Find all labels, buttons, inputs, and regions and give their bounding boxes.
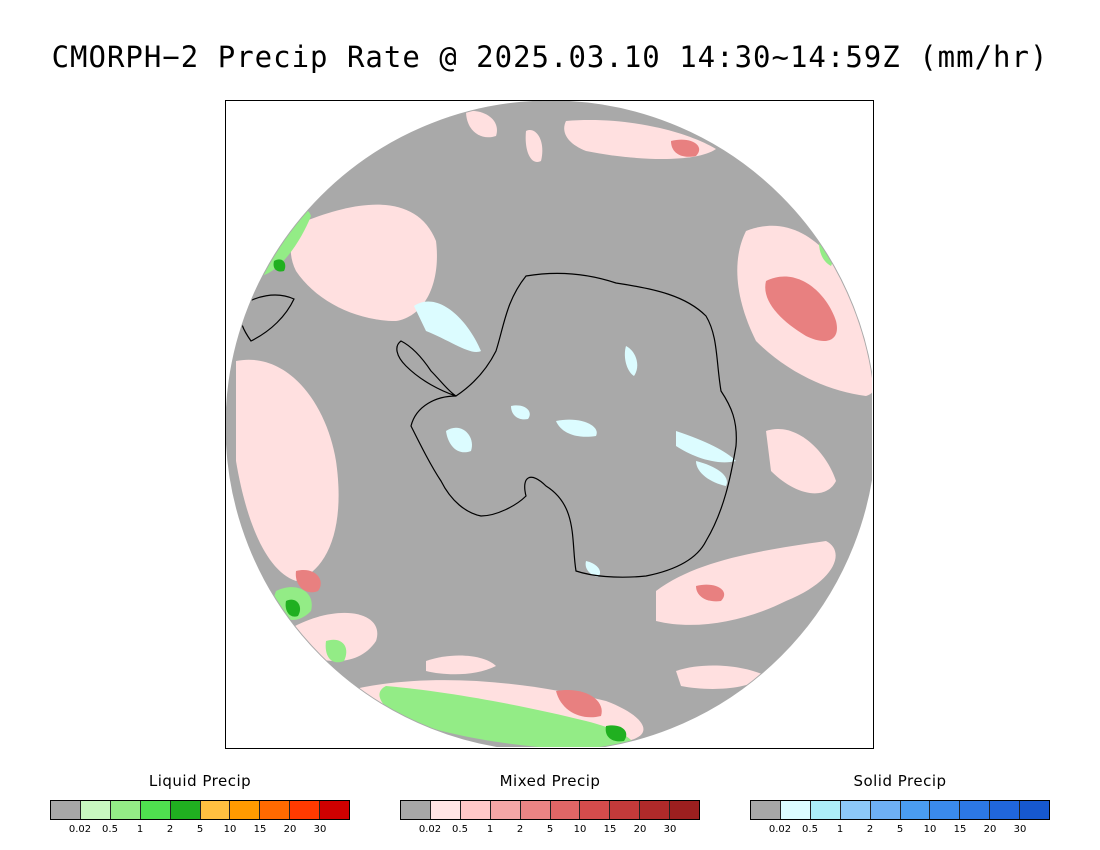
legend-swatch <box>1020 801 1050 819</box>
legend-swatch <box>670 801 700 819</box>
legend-swatch <box>260 801 291 819</box>
legend-tick-label: 0.5 <box>802 824 818 835</box>
legend-swatch <box>610 801 641 819</box>
solid-precip-light <box>414 301 736 577</box>
legend-ticks: 0.02 0.5 1 2 5 10 15 20 30 <box>750 824 1050 838</box>
legend-tick-label: 30 <box>1013 824 1027 835</box>
legend-swatch <box>290 801 321 819</box>
legend-tick-label: 0.02 <box>768 824 792 835</box>
legend-tick-label: 0.02 <box>68 824 92 835</box>
legend-tick-label: 20 <box>983 824 997 835</box>
legend-swatch <box>550 801 581 819</box>
legend-tick-label: 0.02 <box>418 824 442 835</box>
legend-tick-label: 15 <box>603 824 617 835</box>
legend-swatch <box>430 801 461 819</box>
legend-tick-label: 5 <box>896 824 904 835</box>
legend-swatch <box>230 801 261 819</box>
antarctica-coastline <box>410 272 737 578</box>
map-canvas <box>226 101 872 747</box>
legend-swatch <box>460 801 491 819</box>
legend-ticks: 0.02 0.5 1 2 5 10 15 20 30 <box>400 824 700 838</box>
polar-precip-map <box>225 100 874 749</box>
legend-swatch <box>490 801 521 819</box>
antarctic-peninsula-coastline <box>396 340 457 397</box>
legend-tick-label: 1 <box>836 824 844 835</box>
legend-swatch <box>320 801 350 819</box>
legend-colorbar <box>400 800 700 820</box>
precip-field <box>226 101 872 747</box>
legend-swatch <box>810 801 841 819</box>
legend-swatch <box>580 801 611 819</box>
legend-swatch <box>840 801 871 819</box>
legend-colorbar <box>750 800 1050 820</box>
legend-swatch <box>200 801 231 819</box>
solid-precip-legend: Solid Precip 0.02 0.5 1 2 5 10 15 20 30 <box>750 772 1050 842</box>
legend-title: Mixed Precip <box>499 772 601 790</box>
legend-title: Liquid Precip <box>148 772 252 790</box>
legend-tick-label: 10 <box>573 824 587 835</box>
legend-swatch <box>170 801 201 819</box>
legend-tick-label: 2 <box>866 824 874 835</box>
legend-tick-label: 15 <box>253 824 267 835</box>
legend-swatch <box>140 801 171 819</box>
legend-tick-label: 1 <box>136 824 144 835</box>
liquid-precip-heavy <box>273 259 627 742</box>
legend-tick-label: 5 <box>546 824 554 835</box>
legend-swatch <box>960 801 991 819</box>
legend-tick-label: 20 <box>283 824 297 835</box>
legend-swatch <box>780 801 811 819</box>
legend-swatch <box>110 801 141 819</box>
legend-tick-label: 30 <box>313 824 327 835</box>
legend-swatch <box>900 801 931 819</box>
legend-swatch <box>990 801 1021 819</box>
map-title: CMORPH−2 Precip Rate @ 2025.03.10 14:30~… <box>51 40 1049 74</box>
legend-tick-label: 5 <box>196 824 204 835</box>
legend-tick-label: 20 <box>633 824 647 835</box>
legend-tick-label: 2 <box>516 824 524 835</box>
legend-swatch <box>930 801 961 819</box>
legend-swatch <box>51 801 81 819</box>
legend-tick-label: 10 <box>223 824 237 835</box>
mixed-precip-legend: Mixed Precip 0.02 0.5 1 2 5 10 15 20 30 <box>400 772 700 842</box>
legend-swatch <box>520 801 551 819</box>
legend-tick-label: 30 <box>663 824 677 835</box>
legend-swatch <box>751 801 781 819</box>
legend-tick-label: 10 <box>923 824 937 835</box>
legend-colorbar <box>50 800 350 820</box>
liquid-precip-legend: Liquid Precip 0.02 0.5 1 2 5 10 15 20 30 <box>50 772 350 842</box>
legend-swatch <box>640 801 671 819</box>
legend-tick-label: 0.5 <box>452 824 468 835</box>
legend-ticks: 0.02 0.5 1 2 5 10 15 20 30 <box>50 824 350 838</box>
legend-swatch <box>80 801 111 819</box>
legend-tick-label: 15 <box>953 824 967 835</box>
legend-tick-label: 0.5 <box>102 824 118 835</box>
legend-tick-label: 2 <box>166 824 174 835</box>
legend-title: Solid Precip <box>853 772 947 790</box>
legend-tick-label: 1 <box>486 824 494 835</box>
legend-swatch <box>870 801 901 819</box>
legend-swatch <box>401 801 431 819</box>
mixed-precip-medium <box>295 139 837 718</box>
